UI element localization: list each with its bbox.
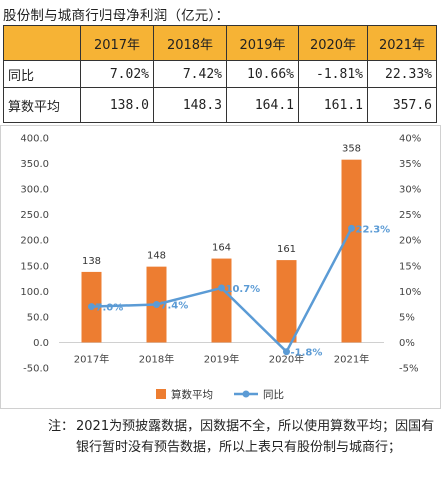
data-table: 2017年 2018年 2019年 2020年 2021年 同比 7.02% 7… — [3, 25, 437, 123]
y-left-tick-label: 350.0 — [20, 159, 49, 170]
legend-bar-swatch — [156, 389, 166, 399]
bar-data-label: 161 — [277, 244, 296, 255]
x-tick-label: 2021年 — [334, 352, 369, 365]
y-left-tick-label: 200.0 — [20, 236, 49, 247]
note-text: 2021为预披露数据，因数据不全，所以使用算数平均；因国有银行暂时没有预告数据，… — [76, 419, 435, 455]
table-row-label: 算数平均 — [3, 87, 81, 123]
y-right-tick-label: 10% — [399, 287, 421, 298]
line-point — [218, 284, 225, 292]
table-header-cell: 2019年 — [226, 25, 299, 61]
y-right-tick-label: 35% — [399, 159, 421, 170]
line-data-label: 7.0% — [96, 303, 124, 314]
y-right-tick-label: 20% — [399, 236, 421, 247]
table-header-cell: 2018年 — [153, 25, 227, 61]
table-cell: 148.3 — [153, 87, 227, 123]
table-cell: 138.0 — [80, 87, 154, 123]
y-right-tick-label: 40% — [399, 134, 421, 145]
line-data-label: 22.3% — [356, 224, 391, 235]
y-left-tick-label: 400.0 — [20, 134, 49, 145]
x-tick-label: 2017年 — [74, 352, 109, 365]
y-right-tick-label: 30% — [399, 185, 421, 196]
table-header-cell: 2017年 — [80, 25, 154, 61]
y-left-tick-label: 150.0 — [20, 261, 49, 272]
table-header-row: 2017年 2018年 2019年 2020年 2021年 — [3, 25, 437, 61]
y-left-tick-label: 0.0 — [33, 338, 49, 349]
y-right-tick-label: 15% — [399, 261, 421, 272]
bar-data-label: 138 — [82, 256, 101, 267]
y-left-tick-label: 250.0 — [20, 210, 49, 221]
bar-data-label: 148 — [147, 251, 166, 262]
bar-data-label: 358 — [342, 144, 361, 155]
y-right-tick-label: -5% — [399, 364, 418, 375]
bar — [211, 258, 232, 343]
note-label: 注： — [48, 419, 75, 434]
table-cell: 357.6 — [367, 87, 437, 123]
y-right-tick-label: 5% — [399, 312, 415, 323]
table-row: 算数平均 138.0 148.3 164.1 161.1 357.6 — [3, 87, 437, 123]
x-tick-label: 2018年 — [139, 352, 174, 365]
y-left-tick-label: 50.0 — [27, 312, 49, 323]
table-cell: 10.66% — [226, 60, 299, 88]
y-left-tick-label: 300.0 — [20, 185, 49, 196]
table-cell: 7.02% — [80, 60, 154, 88]
y-left-tick-label: 100.0 — [20, 287, 49, 298]
line-point — [153, 301, 160, 309]
table-header-cell: 2021年 — [367, 25, 437, 61]
y-right-tick-label: 25% — [399, 210, 421, 221]
bar — [341, 159, 362, 343]
note: 注： 2021为预披露数据，因数据不全，所以使用算数平均；因国有银行暂时没有预告… — [48, 416, 440, 458]
x-tick-label: 2019年 — [204, 352, 239, 365]
table-header-cell — [3, 25, 81, 61]
y-right-tick-label: 0% — [399, 338, 415, 349]
page-title: 股份制与城商行归母净利润（亿元）： — [3, 8, 230, 24]
legend-line-marker — [242, 390, 250, 398]
line-point — [88, 303, 95, 311]
legend-label: 同比 — [263, 388, 284, 401]
line-data-label: 7.4% — [161, 301, 189, 312]
line-point — [283, 348, 290, 356]
chart-svg: -50.0 0.0 50.0 100.0 150.0 200.0 250.0 300.0 350… — [20, 134, 421, 402]
table-cell: 22.33% — [367, 60, 437, 88]
table-row-label: 同比 — [3, 60, 81, 88]
line-point — [348, 224, 355, 232]
table-cell: 161.1 — [298, 87, 368, 123]
line-data-label: 10.7% — [226, 284, 261, 295]
y-left-tick-label: -50.0 — [23, 364, 49, 375]
legend-label: 算数平均 — [171, 388, 213, 401]
chart: -50.0 0.0 50.0 100.0 150.0 200.0 250.0 300.0 350… — [0, 125, 441, 409]
table-row: 同比 7.02% 7.42% 10.66% -1.81% 22.33% — [3, 60, 437, 88]
bar-data-label: 164 — [212, 243, 231, 254]
table-cell: 7.42% — [153, 60, 227, 88]
line-data-label: -1.8% — [291, 348, 323, 359]
x-tick-label: 2020年 — [269, 352, 304, 365]
table-cell: 164.1 — [226, 87, 299, 123]
bar — [276, 260, 297, 343]
table-header-cell: 2020年 — [298, 25, 368, 61]
table-cell: -1.81% — [298, 60, 368, 88]
